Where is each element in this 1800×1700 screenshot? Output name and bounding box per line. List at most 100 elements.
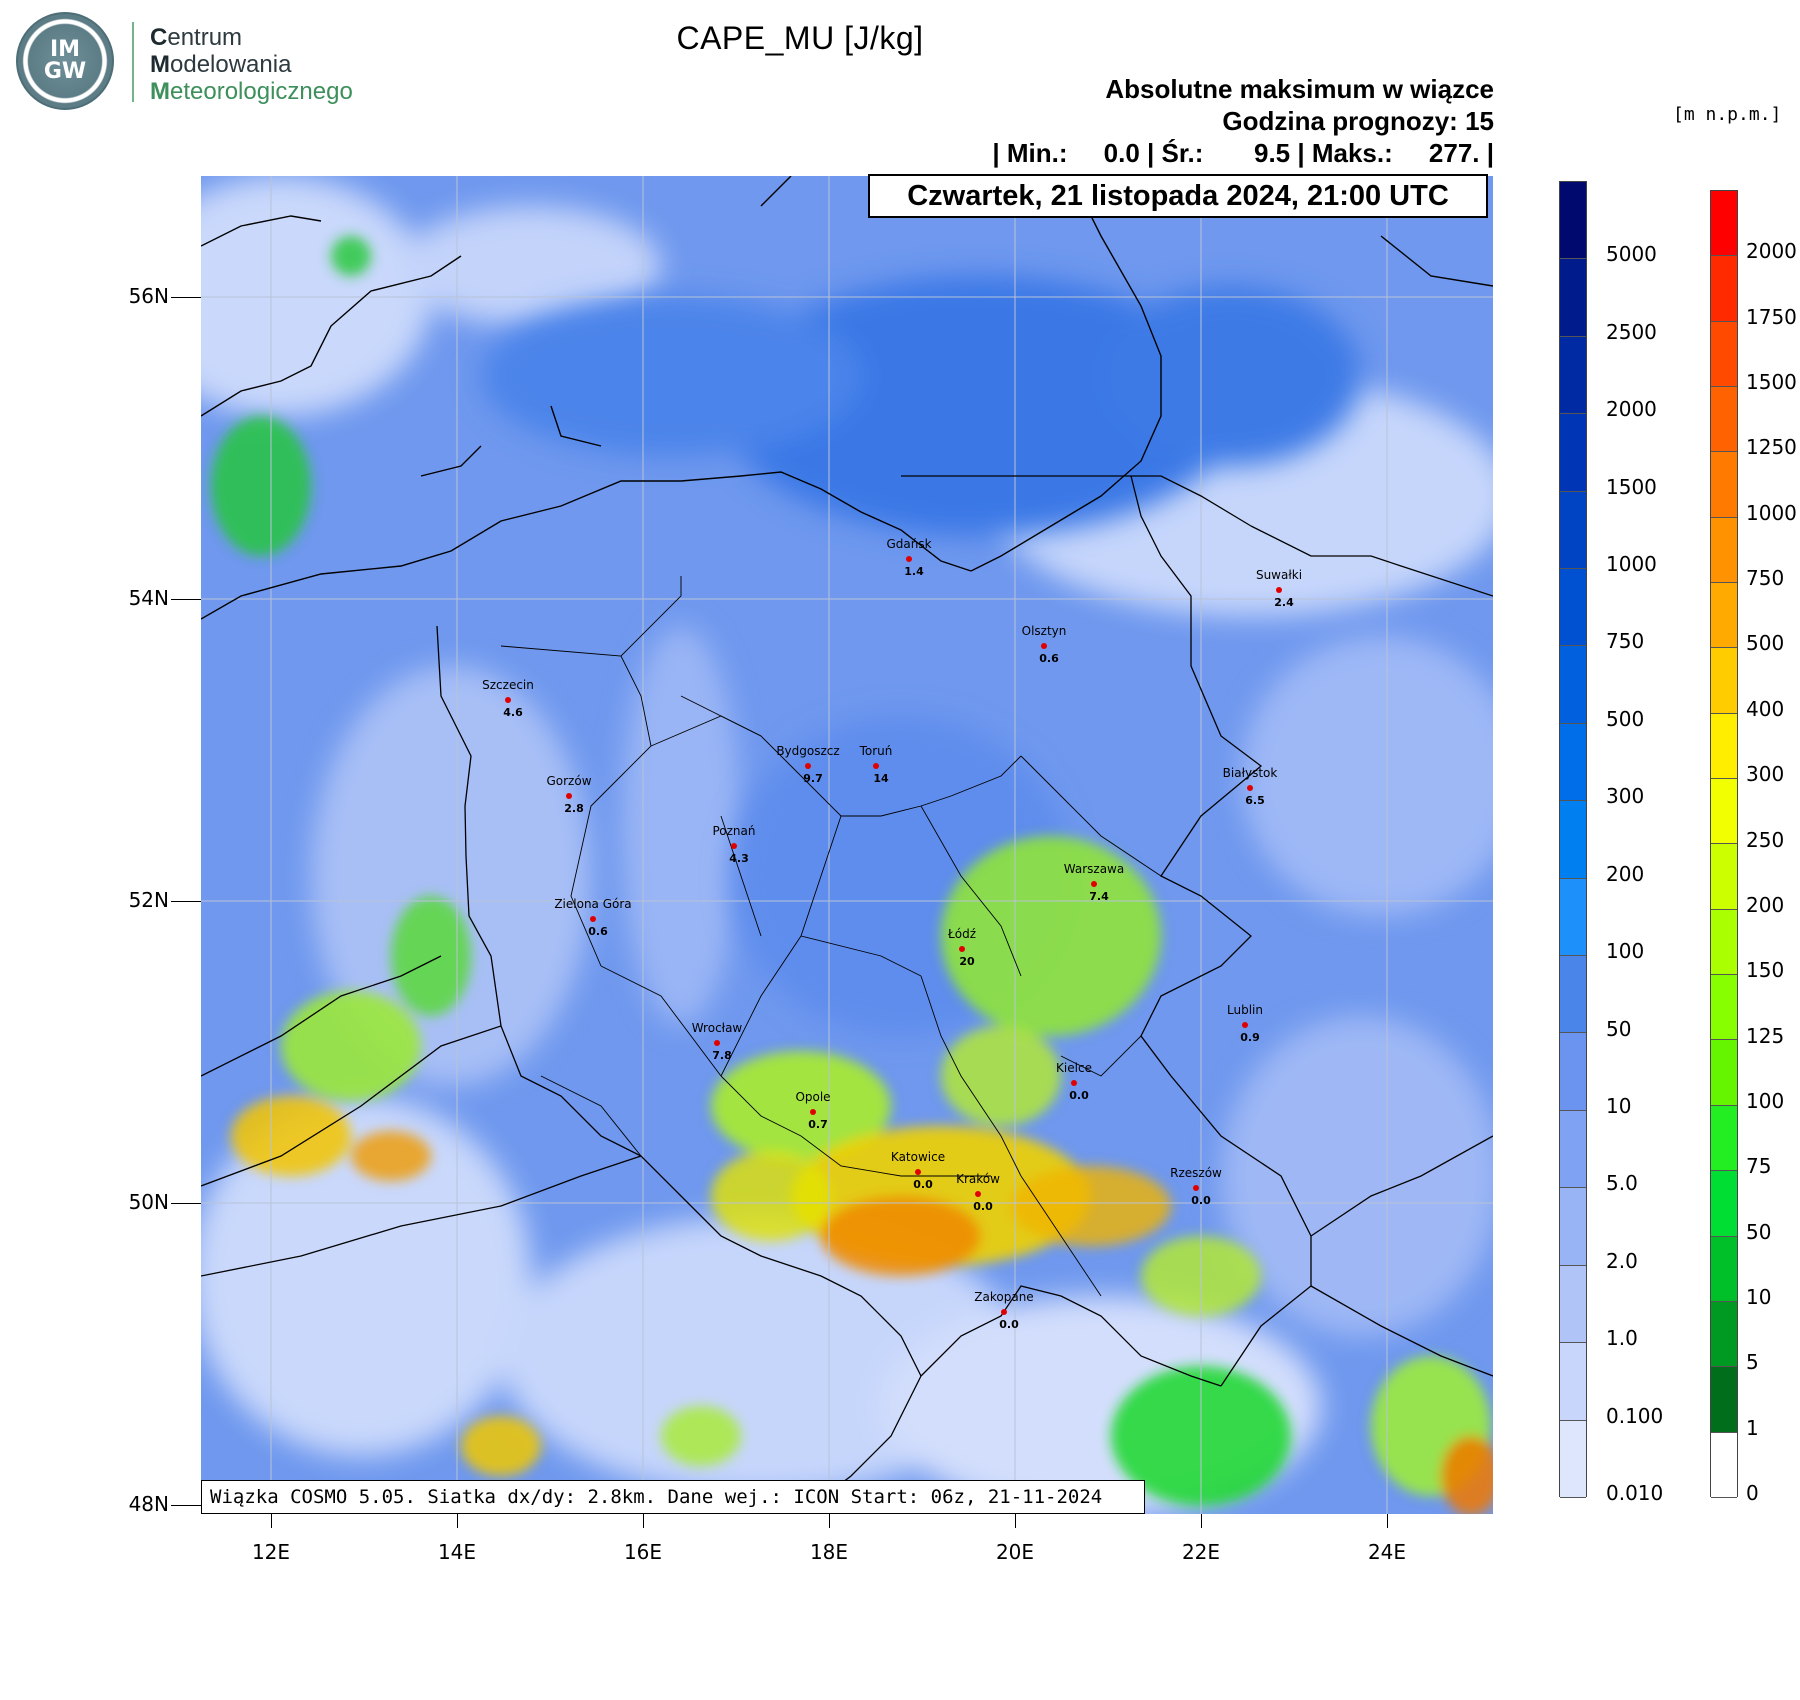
colorbar-segment	[1711, 1236, 1737, 1302]
city-name: Wrocław	[691, 1021, 743, 1035]
lon-tick-label: 14E	[437, 1540, 477, 1564]
colorbar-segment	[1711, 1040, 1737, 1106]
stats-line: | Min.: 0.0 | Śr.: 9.5 | Maks.: 277. |	[992, 138, 1494, 168]
colorbar-segment	[1560, 259, 1586, 337]
colorbar-label: 300	[1606, 784, 1645, 809]
colorbar-segment	[1560, 569, 1586, 647]
lon-tick-label: 22E	[1181, 1540, 1221, 1564]
colorbar-label: 10	[1746, 1284, 1772, 1309]
colorbar-label: 200	[1606, 861, 1645, 886]
colorbar-label: 200	[1746, 892, 1785, 917]
colorbar-label: 750	[1606, 629, 1645, 654]
city-marker	[566, 793, 572, 799]
city-cape-value: 0.0	[1069, 1089, 1089, 1102]
colorbar-segment	[1560, 1188, 1586, 1266]
voivodeship-borders	[500, 576, 1162, 1297]
city-cape-value: 0.6	[588, 925, 608, 938]
city-labels: Gdańsk 1.4 Suwałki 2.4 Olsztyn 0.6 Szczecin 4.6…	[201, 176, 1493, 1514]
colorbar-segment	[1560, 646, 1586, 724]
city-dots	[505, 556, 1282, 1315]
city-name: Zakopane	[974, 1290, 1034, 1304]
colorbar-label: 400	[1746, 696, 1785, 721]
colorbar-segment	[1711, 1105, 1737, 1172]
colorbar-segment	[1560, 1033, 1586, 1111]
city-cape-value: 0.6	[1039, 652, 1059, 665]
city-cape-value: 0.0	[913, 1178, 933, 1191]
colorbar-label: 150	[1746, 958, 1785, 983]
lat-tick-label: 54N	[128, 586, 169, 610]
city-marker	[714, 1040, 720, 1046]
city-marker	[1193, 1185, 1199, 1191]
colorbar-segment	[1560, 801, 1586, 879]
lat-tick	[171, 901, 201, 902]
colorbar-label: 500	[1746, 631, 1785, 656]
lat-tick	[171, 1203, 201, 1204]
city-marker	[590, 916, 596, 922]
lon-tick	[457, 1514, 458, 1528]
cape-map	[201, 176, 1493, 1514]
colorbar-segment	[1711, 909, 1737, 976]
colorbar-segment	[1560, 1110, 1586, 1189]
city-marker	[1091, 881, 1097, 887]
city-cape-value: 0.0	[999, 1318, 1019, 1331]
colorbar-label: 2500	[1606, 319, 1657, 344]
city-name: Kielce	[1056, 1061, 1092, 1075]
imgw-badge-text: IM GW	[43, 37, 87, 84]
city-marker	[1041, 643, 1047, 649]
lon-tick	[1015, 1514, 1016, 1528]
city-cape-value: 9.7	[803, 772, 823, 785]
lon-tick	[1387, 1514, 1388, 1528]
city-cape-value: 0.9	[1240, 1031, 1260, 1044]
colorbar-segment	[1711, 256, 1737, 322]
city-name: Olsztyn	[1021, 624, 1067, 638]
elevation-overlay	[211, 236, 1493, 1514]
colorbar-segment	[1560, 182, 1586, 260]
city-marker	[810, 1109, 816, 1115]
imgw-logo: IM GW Centrum Modelowania Meteorologiczn…	[12, 12, 382, 112]
city-name: Łódź	[947, 927, 976, 941]
colorbar-label: 1000	[1746, 500, 1797, 525]
colorbar-segment	[1711, 583, 1737, 649]
city-marker	[873, 763, 879, 769]
city-cape-value: 4.3	[729, 852, 749, 865]
city-marker	[1242, 1022, 1248, 1028]
colorbar-segment	[1560, 491, 1586, 570]
colorbar-label: 500	[1606, 706, 1645, 731]
colorbar-label: 100	[1606, 939, 1645, 964]
city-name: Toruń	[859, 744, 893, 758]
lat-tick-label: 56N	[128, 284, 169, 308]
colorbar-segment	[1711, 713, 1737, 780]
colorbar-segment	[1560, 414, 1586, 492]
lon-tick	[643, 1514, 644, 1528]
subtitle-forecast-hour: Godzina prognozy: 15	[1222, 106, 1494, 136]
organization-name: Centrum Modelowania Meteorologicznego	[150, 24, 353, 105]
colorbar-segment	[1711, 191, 1737, 257]
city-marker	[906, 556, 912, 562]
colorbar-label: 1	[1746, 1415, 1759, 1440]
colorbar-segment	[1711, 452, 1737, 518]
city-cape-value: 4.6	[503, 706, 523, 719]
colorbar-label: 50	[1606, 1016, 1632, 1041]
city-cape-value: 0.7	[808, 1118, 828, 1131]
lon-tick-label: 24E	[1367, 1540, 1407, 1564]
city-marker	[975, 1191, 981, 1197]
city-name: Kraków	[956, 1172, 1000, 1186]
city-cape-value: 2.4	[1274, 596, 1294, 609]
colorbar-label: 2.0	[1606, 1248, 1638, 1273]
colorbar-segment	[1560, 723, 1586, 802]
coastlines	[201, 176, 1493, 620]
city-marker	[1247, 785, 1253, 791]
city-cape-value: 2.8	[564, 802, 584, 815]
colorbar-label: 100	[1746, 1088, 1785, 1113]
colorbar-segment	[1711, 844, 1737, 910]
colorbar-label: 1500	[1746, 370, 1797, 395]
lon-tick	[829, 1514, 830, 1528]
colorbar-segment	[1560, 1343, 1586, 1421]
colorbar-label: 2000	[1746, 239, 1797, 264]
colorbar-label: 1500	[1606, 474, 1657, 499]
colorbar-label: 0.100	[1606, 1403, 1664, 1428]
colorbar-label: 0	[1746, 1481, 1759, 1505]
lon-tick	[1201, 1514, 1202, 1528]
lat-tick-label: 48N	[128, 1492, 169, 1516]
colorbar-label: 5.0	[1606, 1171, 1638, 1196]
